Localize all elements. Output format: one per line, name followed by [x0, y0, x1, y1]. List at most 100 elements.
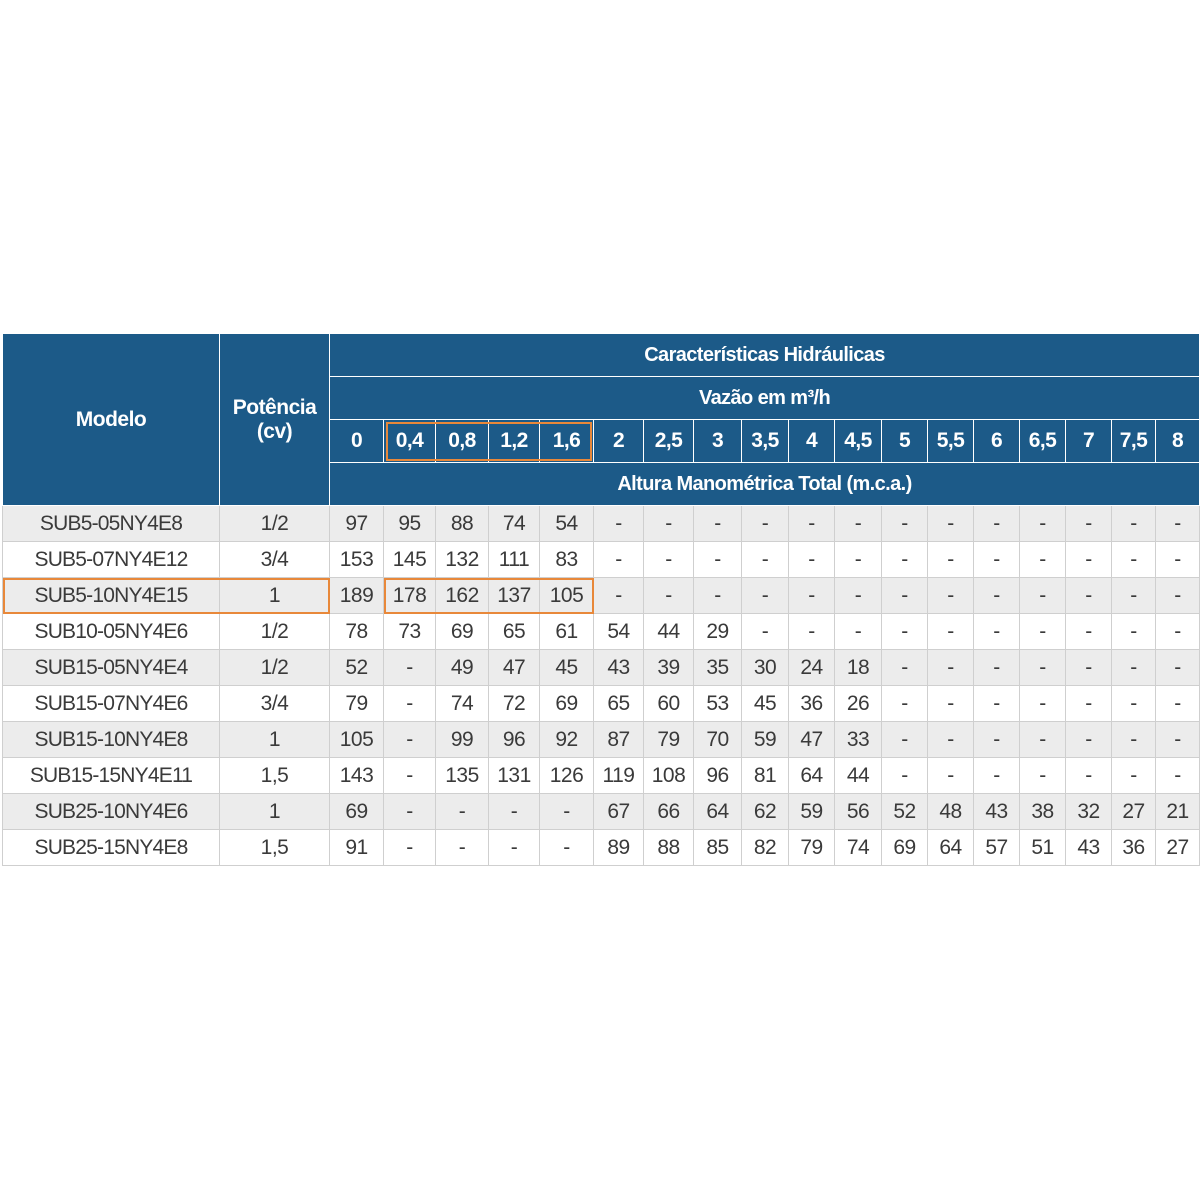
total-head-header: Altura Manométrica Total (m.c.a.) [328, 462, 1200, 506]
head-value-cell: 88 [643, 829, 694, 866]
head-value-cell: - [1019, 685, 1066, 722]
head-value-cell: 99 [435, 721, 489, 758]
head-value-cell: 70 [693, 721, 742, 758]
head-value-cell: - [881, 721, 928, 758]
power-cell: 3/4 [219, 541, 330, 578]
head-value-cell: 47 [488, 649, 540, 686]
head-value-cell: - [693, 541, 742, 578]
head-value-cell: - [539, 793, 594, 830]
head-value-cell: - [1154, 613, 1200, 650]
head-value-cell: - [435, 829, 489, 866]
head-value-cell: 111 [488, 541, 540, 578]
table-row: SUB15-10NY4E8 1 105-99 96 92 87 79 70 59 47 33- - - -… [2, 721, 1200, 758]
head-value-cell: 69 [435, 613, 489, 650]
head-value-cell: 96 [693, 757, 742, 794]
head-value-cell: 78 [329, 613, 384, 650]
power-cell: 1 [219, 577, 330, 614]
table-row: SUB10-05NY4E6 1/2 78 73 69 65 61 54 44 29- - - - - - - -… [2, 613, 1200, 650]
flow-value-header: 0,8 [435, 419, 489, 463]
head-value-cell: - [973, 505, 1020, 542]
head-value-cell: - [973, 757, 1020, 794]
flow-value-header: 6,5 [1019, 419, 1066, 463]
head-value-cell: - [881, 757, 928, 794]
table-row: SUB5-07NY4E12 3/4 153 145 132 111 83- - - - - - - - - -… [2, 541, 1200, 578]
power-cell: 1,5 [219, 829, 330, 866]
flow-value-header: 3 [693, 419, 742, 463]
head-value-cell: 44 [834, 757, 882, 794]
head-value-cell: - [1019, 721, 1066, 758]
head-value-cell: 64 [927, 829, 974, 866]
head-value-cell: 43 [1065, 829, 1112, 866]
head-value-cell: 38 [1019, 793, 1066, 830]
head-value-cell: 47 [788, 721, 835, 758]
head-value-cell: 60 [643, 685, 694, 722]
head-value-cell: 95 [383, 505, 436, 542]
flow-value-header: 3,5 [741, 419, 789, 463]
flow-value-header: 5,5 [927, 419, 974, 463]
head-value-cell: - [643, 541, 694, 578]
model-header-label: Modelo [75, 407, 147, 431]
table-row: SUB25-15NY4E8 1,5 91- - - -89 88 85 82 79 74 69 64 57… [2, 829, 1200, 866]
head-value-cell: - [643, 505, 694, 542]
head-value-cell: 105 [539, 577, 594, 614]
head-value-cell: 97 [329, 505, 384, 542]
model-cell: SUB5-10NY4E15 [2, 577, 220, 614]
head-value-cell: - [788, 577, 835, 614]
power-cell: 1,5 [219, 757, 330, 794]
power-header-line1: Potência [232, 395, 317, 419]
head-value-cell: - [1154, 541, 1200, 578]
flow-value-header: 7,5 [1111, 419, 1156, 463]
head-value-cell: 26 [834, 685, 882, 722]
head-value-cell: 83 [539, 541, 594, 578]
head-value-cell: 145 [383, 541, 436, 578]
power-cell: 1/2 [219, 613, 330, 650]
head-value-cell: - [881, 577, 928, 614]
model-cell: SUB15-10NY4E8 [2, 721, 220, 758]
flow-value-header: 4,5 [834, 419, 882, 463]
head-value-cell: - [435, 793, 489, 830]
column-header-power: Potência (cv) [219, 333, 330, 506]
head-value-cell: - [1019, 613, 1066, 650]
head-value-cell: 74 [488, 505, 540, 542]
model-cell: SUB15-15NY4E11 [2, 757, 220, 794]
head-value-cell: - [693, 577, 742, 614]
flow-values-row: 0 0,4 0,8 1,2 1,6 2 2,5 3 3,5 4 4,5 5 5,5 6 6,5 7 7,5 8 [3, 419, 1200, 463]
head-value-cell: - [1154, 505, 1200, 542]
head-value-cell: - [973, 577, 1020, 614]
head-value-cell: - [383, 649, 436, 686]
head-value-cell: 131 [488, 757, 540, 794]
head-value-cell: 21 [1154, 793, 1200, 830]
head-value-cell: 137 [488, 577, 540, 614]
head-value-cell: 61 [539, 613, 594, 650]
head-value-cell: 178 [383, 577, 436, 614]
power-cell: 1/2 [219, 505, 330, 542]
head-value-cell: - [1154, 577, 1200, 614]
head-value-cell: 69 [329, 793, 384, 830]
head-value-cell: - [834, 613, 882, 650]
head-value-cell: 69 [539, 685, 594, 722]
head-value-cell: - [1111, 505, 1156, 542]
head-value-cell: - [383, 685, 436, 722]
head-value-cell: - [693, 505, 742, 542]
model-cell: SUB5-07NY4E12 [2, 541, 220, 578]
power-cell: 3/4 [219, 685, 330, 722]
head-value-cell: - [927, 541, 974, 578]
head-value-cell: - [788, 541, 835, 578]
head-value-cell: - [593, 577, 644, 614]
head-value-cell: - [741, 613, 789, 650]
head-value-cell: - [488, 829, 540, 866]
head-value-cell: - [383, 829, 436, 866]
head-value-cell: 87 [593, 721, 644, 758]
flow-value-header: 1,2 [488, 419, 540, 463]
head-value-cell: 43 [973, 793, 1020, 830]
head-value-cell: - [1065, 721, 1112, 758]
model-cell: SUB15-07NY4E6 [2, 685, 220, 722]
head-value-cell: 64 [788, 757, 835, 794]
power-header-line2: (cv) [256, 419, 293, 443]
head-value-cell: 54 [593, 613, 644, 650]
head-value-cell: - [834, 505, 882, 542]
head-value-cell: 189 [329, 577, 384, 614]
flow-value-header: 0,4 [383, 419, 436, 463]
head-value-cell: 35 [693, 649, 742, 686]
head-value-cell: 108 [643, 757, 694, 794]
